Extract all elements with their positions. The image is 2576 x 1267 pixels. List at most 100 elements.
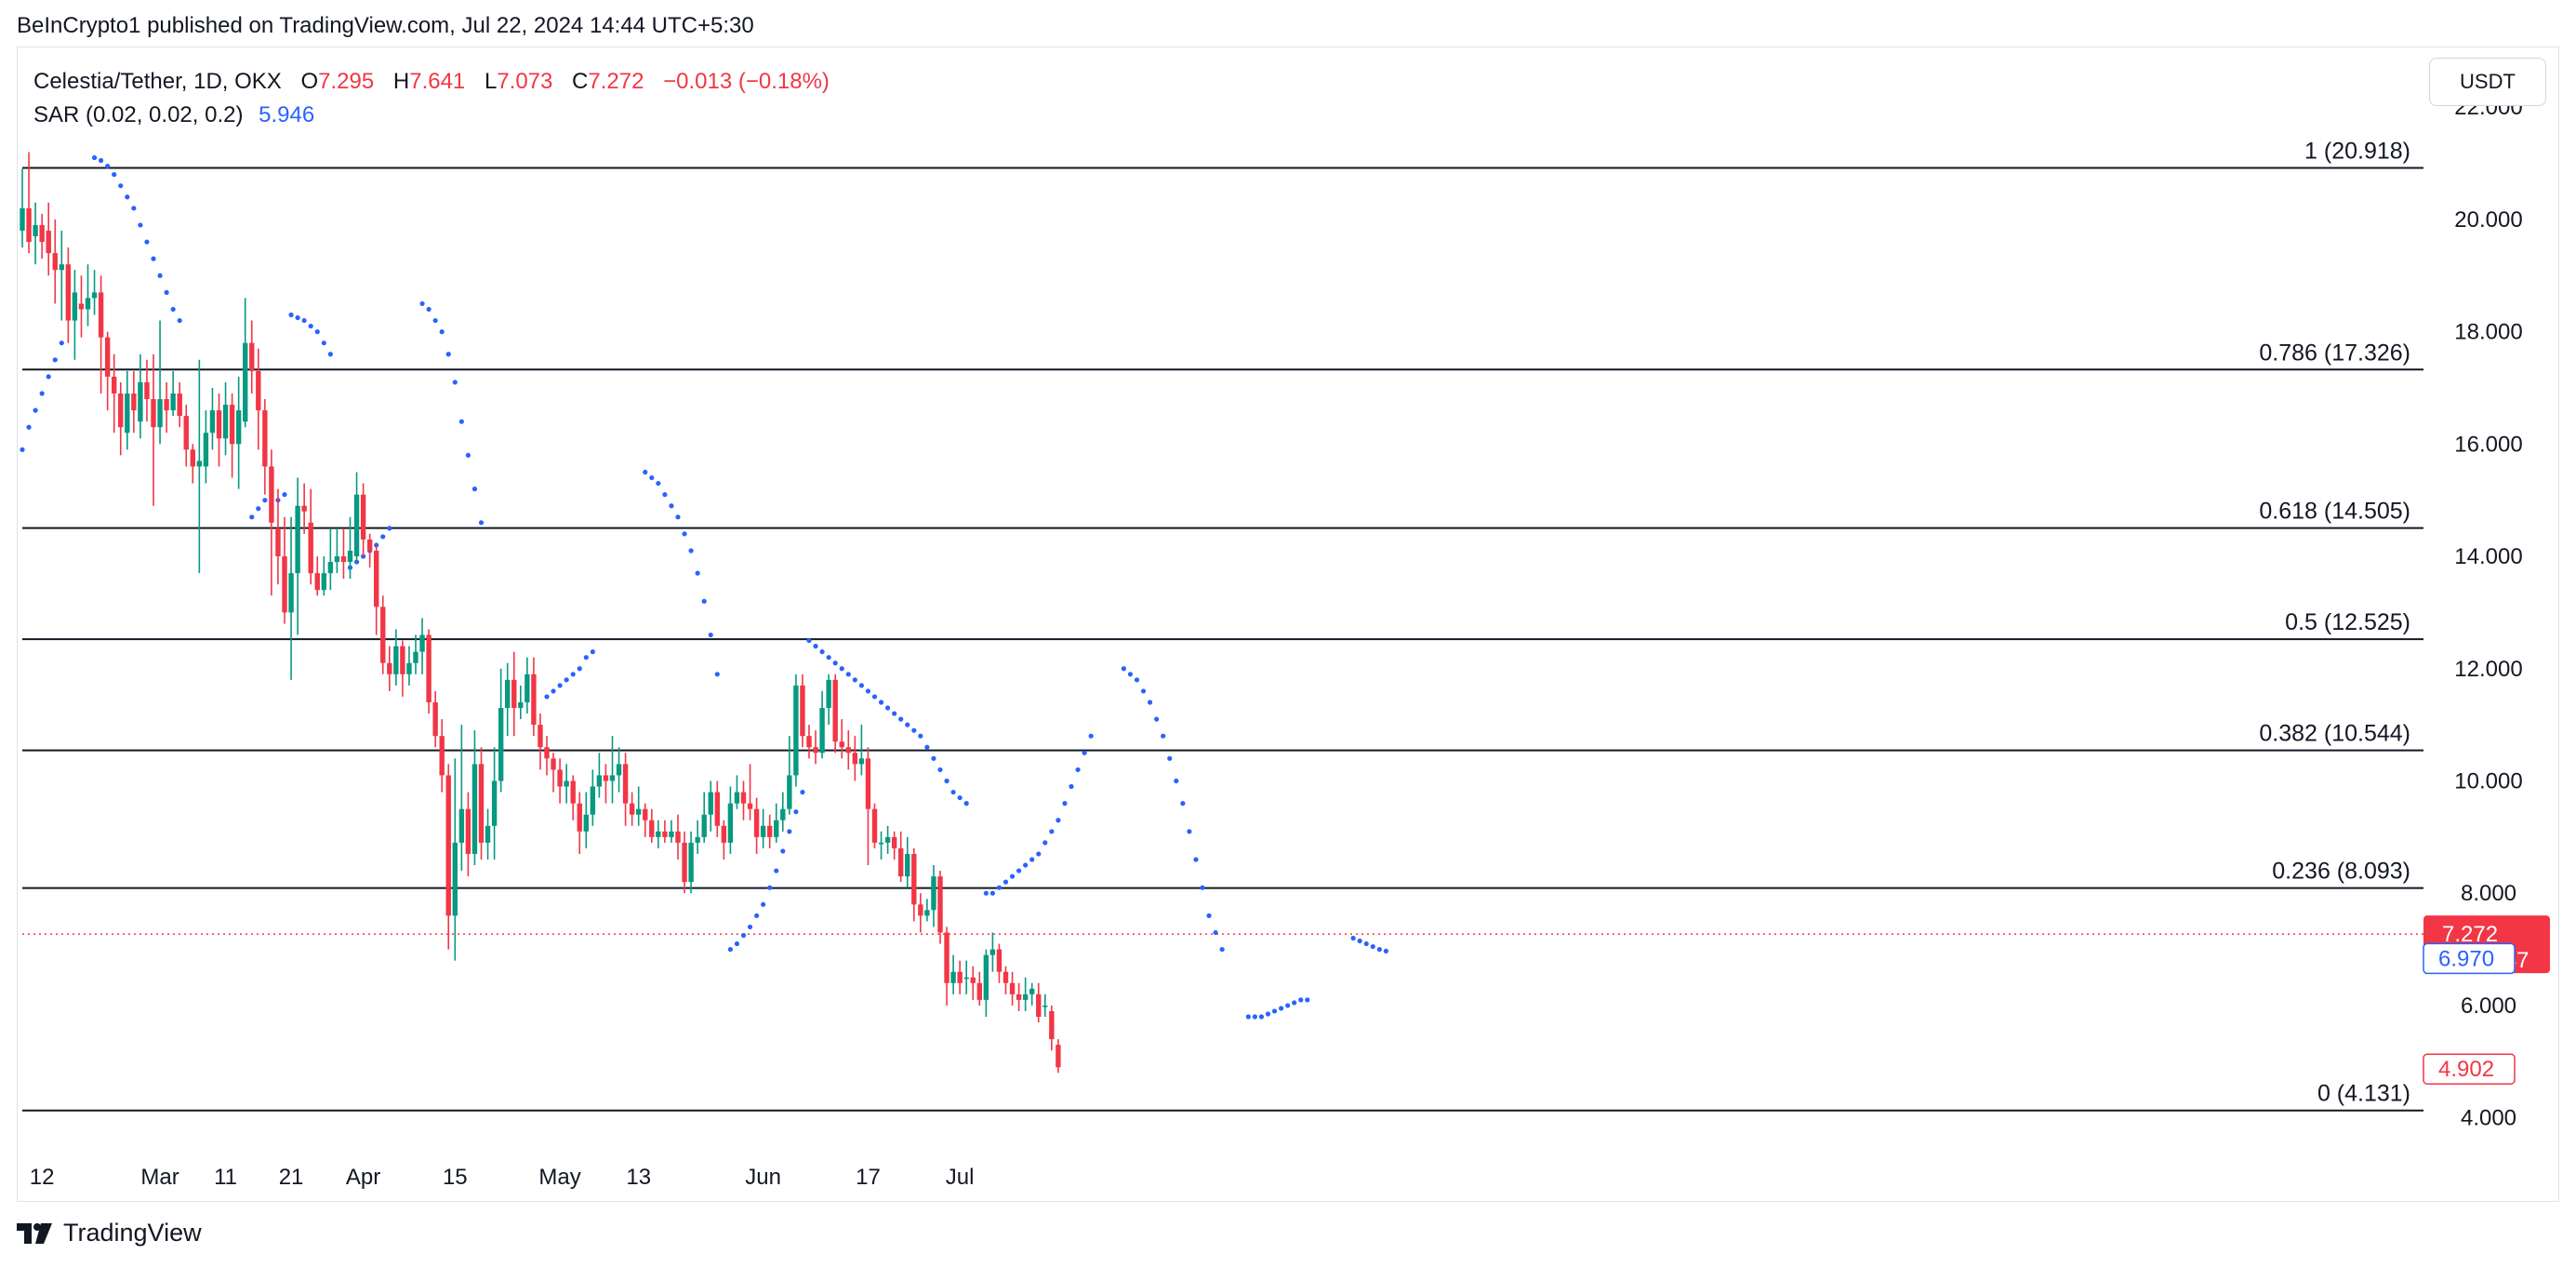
candle <box>806 725 812 759</box>
candle <box>334 527 340 574</box>
candle-body <box>374 551 379 607</box>
candle <box>1003 966 1009 994</box>
sar-dot <box>1121 666 1126 672</box>
candle <box>898 831 904 883</box>
candle <box>39 213 45 260</box>
sar-dot <box>105 163 111 169</box>
candle <box>445 764 451 950</box>
candle-body <box>125 393 130 433</box>
candle <box>813 730 818 765</box>
candle <box>577 792 582 854</box>
sar-dot <box>1174 778 1179 784</box>
candle-body <box>347 551 353 563</box>
x-tick-label: Jul <box>946 1165 975 1190</box>
sar-dot <box>826 655 831 660</box>
candle <box>675 814 681 860</box>
candle-body <box>288 573 294 613</box>
candle-body <box>321 573 326 591</box>
fib-label: 1 (20.918) <box>2304 138 2410 164</box>
candle-body <box>865 758 871 809</box>
sar-dot <box>432 317 438 324</box>
sar-dot <box>1363 940 1369 947</box>
sar-dot <box>1161 733 1166 739</box>
candle <box>590 769 596 826</box>
candle <box>366 533 373 568</box>
candle <box>295 477 300 635</box>
sar-dot <box>643 469 648 475</box>
sar-dot <box>918 733 923 739</box>
sar-dot <box>1383 948 1388 954</box>
low-price-badge-value: 4.902 <box>2438 1057 2494 1082</box>
sar-dot <box>144 239 150 245</box>
candle <box>1029 982 1035 1006</box>
sar-dot <box>1279 1006 1284 1011</box>
sar-dot <box>688 548 694 553</box>
sar-dot <box>1206 913 1212 918</box>
sar-dot <box>419 300 425 307</box>
legend-change: −0.013 (−0.18%) <box>663 69 830 94</box>
candle-body <box>353 494 360 557</box>
sar-dot <box>898 716 904 722</box>
candle-body <box>1009 982 1016 994</box>
candle <box>360 483 366 557</box>
candle <box>871 803 878 848</box>
candle <box>629 792 635 826</box>
y-tick-label: 8.000 <box>2461 881 2516 906</box>
candle-body <box>491 780 498 826</box>
candle-body <box>629 803 635 815</box>
candle <box>26 152 32 254</box>
fib-label: 0.786 (17.326) <box>2259 340 2410 366</box>
sar-dot <box>301 317 307 324</box>
candle-body <box>78 303 85 310</box>
candle-body <box>734 792 740 804</box>
candle <box>734 775 740 809</box>
legend-ohlc-row: Celestia/Tether, 1D, OKX O7.295 H7.641 L… <box>33 65 843 99</box>
candle-body <box>426 634 432 702</box>
sar-dot <box>20 447 25 452</box>
candle <box>740 780 747 820</box>
x-tick-label: 21 <box>279 1165 304 1190</box>
candle <box>839 719 844 759</box>
candle-body <box>308 522 313 574</box>
candle-body <box>177 393 182 417</box>
candle-body <box>760 825 766 837</box>
candle <box>780 792 786 832</box>
tradingview-logo[interactable]: TradingView <box>17 1219 202 1247</box>
candle <box>774 803 779 843</box>
candle <box>400 640 405 697</box>
candle <box>72 270 78 360</box>
candle-body <box>59 264 64 271</box>
candle-body <box>753 808 760 837</box>
candle-body <box>164 399 169 411</box>
sar-dot <box>387 526 392 531</box>
sar-dot <box>734 940 740 947</box>
sar-dot <box>669 503 674 509</box>
candle-body <box>439 736 445 776</box>
candle-body <box>131 393 137 411</box>
candle-body <box>852 753 858 765</box>
candle <box>249 320 255 394</box>
sar-dot <box>767 885 773 890</box>
sar-dot <box>314 329 320 335</box>
currency-button[interactable]: USDT <box>2429 58 2546 106</box>
x-tick-label: Jun <box>745 1165 781 1190</box>
candle <box>505 662 511 737</box>
candle-body <box>538 725 543 748</box>
x-tick-label: 15 <box>443 1165 468 1190</box>
candle-body <box>793 685 799 776</box>
candle-body <box>366 539 373 552</box>
candle <box>164 381 169 433</box>
candle <box>596 753 603 798</box>
candle <box>989 932 996 972</box>
candle-body <box>924 910 930 916</box>
sar-dot <box>458 419 464 424</box>
sar-dot <box>740 932 747 939</box>
candle-body <box>478 764 485 843</box>
candle-body <box>91 292 98 299</box>
candle-body <box>970 977 976 983</box>
candle-body <box>656 831 661 837</box>
candle-body <box>249 342 255 371</box>
sar-dot <box>52 357 58 363</box>
low-price-badge <box>2423 1053 2516 1085</box>
